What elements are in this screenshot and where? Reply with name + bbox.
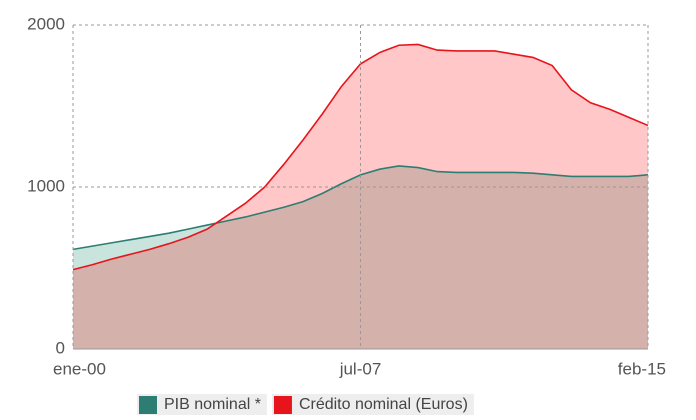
area-fill (73, 44, 648, 349)
legend-item: PIB nominal * (137, 394, 267, 416)
legend-item: Crédito nominal (Euros) (271, 394, 474, 416)
y-tick-label: 0 (56, 338, 65, 357)
x-tick-label: ene-00 (53, 359, 106, 378)
area-line (72, 165, 649, 251)
legend-label: Crédito nominal (Euros) (299, 396, 468, 413)
y-tick-label: 1000 (27, 176, 65, 195)
area-fill (73, 165, 648, 349)
legend-bg (271, 394, 474, 416)
legend-swatch (273, 396, 292, 414)
x-tick-label: feb-15 (618, 359, 666, 378)
y-tick-label: 2000 (27, 14, 65, 33)
legend-swatch (139, 396, 157, 414)
legend-bg (137, 394, 267, 416)
x-tick-label: jul-07 (339, 359, 382, 378)
legend-label: PIB nominal * (164, 396, 261, 413)
